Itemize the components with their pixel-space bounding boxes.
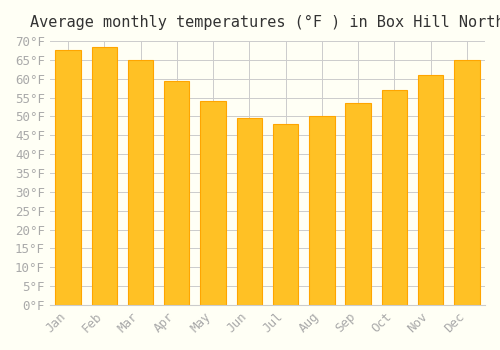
Bar [92, 47, 117, 305]
Bar [382, 90, 407, 305]
Bar [309, 116, 334, 305]
Bar [200, 101, 226, 305]
Bar [56, 50, 80, 305]
Bar [236, 118, 262, 305]
Bar [164, 80, 190, 305]
Bar [418, 75, 444, 305]
Bar [454, 60, 479, 305]
Bar [128, 60, 153, 305]
Bar [273, 124, 298, 305]
Title: Average monthly temperatures (°F ) in Box Hill North: Average monthly temperatures (°F ) in Bo… [30, 15, 500, 30]
Bar [346, 103, 371, 305]
